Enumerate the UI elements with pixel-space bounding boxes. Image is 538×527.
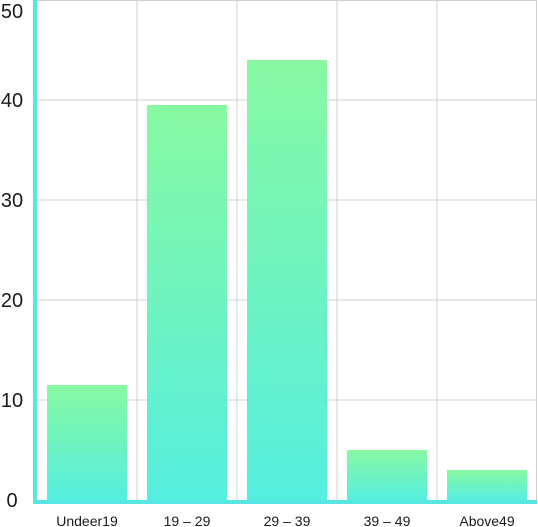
bars	[47, 60, 527, 500]
bar-0	[47, 385, 127, 500]
y-axis-line	[33, 0, 37, 504]
x-tick-label: Undeer19	[56, 513, 118, 527]
y-tick-label: 10	[1, 390, 23, 412]
x-tick-label: 19 – 29	[164, 513, 211, 527]
y-tick-label: 20	[1, 290, 23, 312]
y-tick-label: 30	[1, 190, 23, 212]
y-tick-label: 0	[6, 490, 17, 512]
bar-4	[447, 470, 527, 500]
axes	[33, 0, 537, 504]
y-tick-labels: 0 10 20 30 40 50	[1, 1, 23, 512]
bar-2	[247, 60, 327, 500]
bar-1	[147, 105, 227, 500]
bar-3	[347, 450, 427, 500]
grid-lines	[37, 0, 537, 500]
y-tick-label: 40	[1, 90, 23, 112]
x-tick-label: Above49	[459, 513, 514, 527]
x-tick-labels: Undeer19 19 – 29 29 – 39 39 – 49 Above49	[56, 513, 515, 527]
x-axis-line	[33, 500, 537, 504]
x-tick-label: 29 – 39	[264, 513, 311, 527]
x-tick-label: 39 – 49	[364, 513, 411, 527]
y-tick-label: 50	[1, 1, 23, 23]
